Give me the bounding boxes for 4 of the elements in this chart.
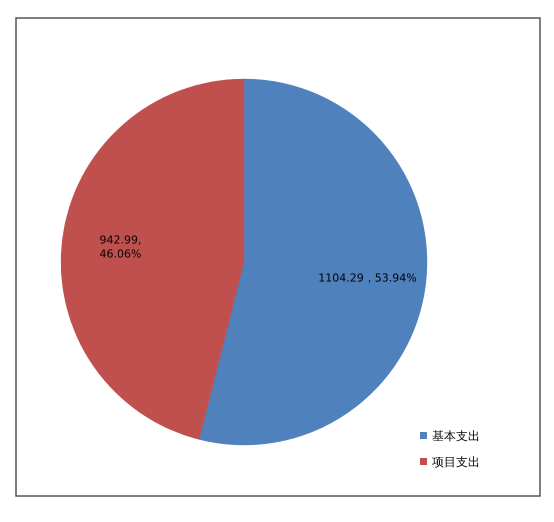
data-label: 1104.29，53.94% (318, 271, 417, 284)
legend-label: 项目支出 (432, 455, 480, 469)
data-label: 942.99, 46.06% (100, 234, 142, 261)
legend-label: 基本支出 (432, 429, 480, 443)
